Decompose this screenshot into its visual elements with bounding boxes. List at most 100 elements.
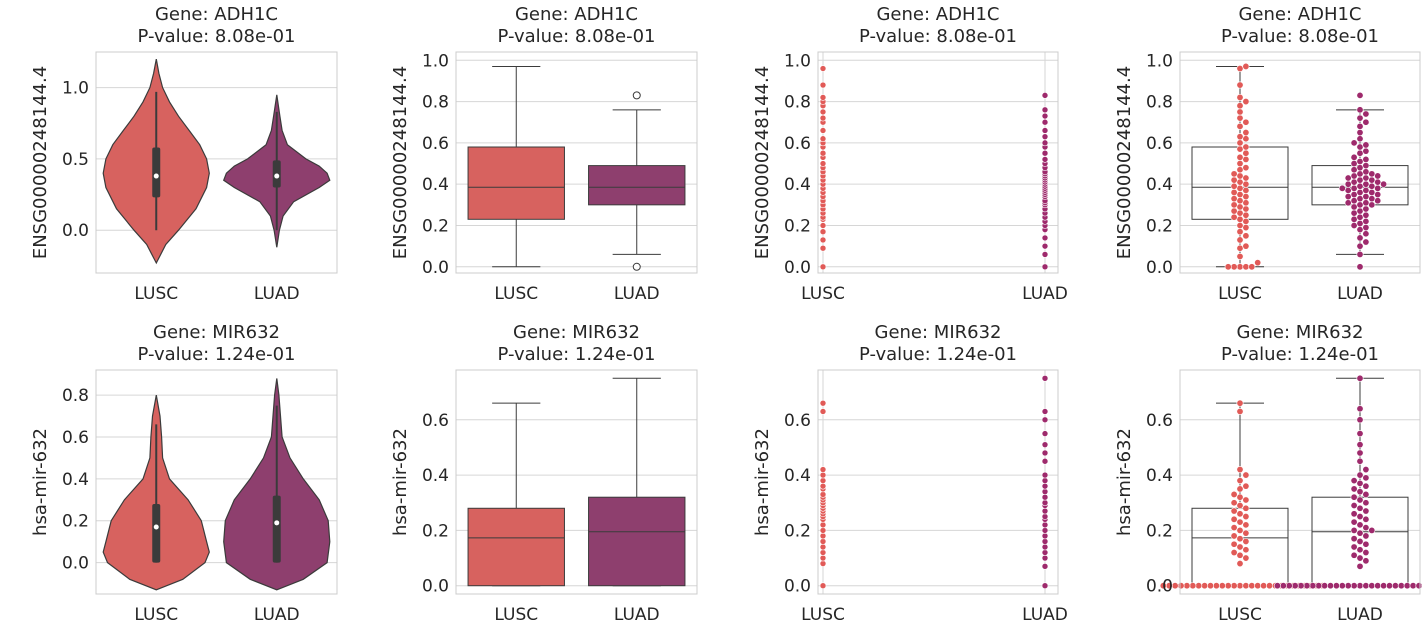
y-tick-label: 0.2 bbox=[422, 216, 449, 236]
subplot-title-gene: Gene: ADH1C bbox=[876, 4, 999, 25]
point bbox=[1356, 488, 1364, 496]
point bbox=[1380, 582, 1388, 590]
point bbox=[1356, 537, 1364, 545]
point bbox=[1356, 207, 1364, 215]
point bbox=[1041, 133, 1049, 140]
point bbox=[1236, 197, 1244, 205]
y-tick-label: 0.2 bbox=[62, 512, 89, 532]
point bbox=[1350, 502, 1358, 510]
y-tick-label: 0.2 bbox=[1146, 216, 1173, 236]
y-tick-label: 0.4 bbox=[784, 466, 811, 486]
box bbox=[588, 496, 686, 587]
point bbox=[1356, 188, 1364, 196]
point bbox=[1242, 496, 1250, 504]
point bbox=[1362, 217, 1370, 225]
point bbox=[1236, 81, 1244, 89]
point bbox=[1350, 172, 1358, 180]
point bbox=[1362, 482, 1370, 490]
subplot-title-pvalue: P-value: 8.08e-01 bbox=[498, 26, 656, 47]
y-tick-label: 0.5 bbox=[62, 150, 89, 170]
point bbox=[1254, 582, 1262, 590]
point bbox=[1350, 215, 1358, 223]
point bbox=[1362, 507, 1370, 515]
group-lusc bbox=[1191, 62, 1289, 271]
subplot-title-gene: Gene: MIR632 bbox=[1237, 322, 1364, 343]
point bbox=[1236, 215, 1244, 223]
point bbox=[1350, 582, 1358, 590]
subplot-title-pvalue: P-value: 8.08e-01 bbox=[859, 26, 1017, 47]
point bbox=[1327, 582, 1335, 590]
group-lusc bbox=[819, 399, 827, 590]
point bbox=[1303, 582, 1311, 590]
point bbox=[1356, 430, 1364, 438]
point bbox=[1224, 263, 1232, 271]
point bbox=[1356, 562, 1364, 570]
point bbox=[1356, 195, 1364, 203]
box bbox=[588, 165, 686, 206]
point bbox=[1362, 466, 1370, 474]
point bbox=[819, 108, 827, 116]
point bbox=[1242, 155, 1250, 163]
y-tick-label: 0.0 bbox=[62, 221, 89, 241]
point bbox=[1236, 191, 1244, 199]
y-tick-label: 0.0 bbox=[422, 577, 449, 597]
point bbox=[1041, 156, 1049, 163]
point bbox=[1356, 164, 1364, 172]
y-axis-label: hsa-mir-632 bbox=[752, 428, 773, 536]
y-axis-label: ENSG00000248144.4 bbox=[30, 66, 51, 259]
subplot-title-gene: Gene: MIR632 bbox=[875, 322, 1002, 343]
axes-frame bbox=[1179, 369, 1421, 595]
point bbox=[1236, 407, 1244, 415]
point bbox=[1242, 193, 1250, 201]
point bbox=[1350, 526, 1358, 534]
group-luad bbox=[1311, 91, 1409, 271]
point bbox=[1356, 546, 1364, 554]
point bbox=[1356, 106, 1364, 114]
violin-median bbox=[153, 524, 159, 530]
point bbox=[1356, 441, 1364, 449]
point bbox=[1362, 193, 1370, 201]
group-luad bbox=[1041, 92, 1049, 271]
point bbox=[819, 554, 827, 562]
y-tick-label: 0.4 bbox=[62, 470, 89, 490]
point bbox=[1350, 139, 1358, 147]
point bbox=[819, 471, 827, 479]
point bbox=[1356, 521, 1364, 529]
point bbox=[1362, 174, 1370, 182]
group-lusc bbox=[102, 394, 210, 591]
group-lusc bbox=[1159, 399, 1327, 590]
point bbox=[1242, 199, 1250, 207]
point bbox=[1230, 524, 1238, 532]
point bbox=[1242, 118, 1250, 126]
point bbox=[1236, 65, 1244, 73]
point bbox=[1230, 213, 1238, 221]
point bbox=[1350, 551, 1358, 559]
point bbox=[1266, 582, 1274, 590]
point bbox=[819, 114, 827, 122]
point bbox=[1236, 252, 1244, 260]
point bbox=[1356, 250, 1364, 258]
point bbox=[819, 560, 827, 567]
point bbox=[819, 149, 827, 157]
subplot-title-pvalue: P-value: 1.24e-01 bbox=[859, 344, 1017, 365]
point bbox=[819, 482, 827, 490]
point bbox=[819, 236, 827, 244]
point bbox=[1362, 499, 1370, 507]
point bbox=[1350, 197, 1358, 205]
point bbox=[1350, 153, 1358, 161]
point bbox=[1362, 474, 1370, 482]
point bbox=[1212, 582, 1220, 590]
point bbox=[1242, 582, 1250, 590]
point bbox=[1362, 186, 1370, 194]
point bbox=[1362, 211, 1370, 219]
subplot-title-gene: Gene: MIR632 bbox=[513, 322, 640, 343]
point bbox=[819, 582, 827, 590]
point bbox=[1356, 457, 1364, 465]
point bbox=[1236, 122, 1244, 130]
point bbox=[1242, 149, 1250, 157]
point bbox=[1230, 499, 1238, 507]
point bbox=[819, 521, 827, 529]
point bbox=[1356, 149, 1364, 157]
point bbox=[1248, 582, 1256, 590]
y-tick-label: 0.4 bbox=[422, 466, 449, 486]
